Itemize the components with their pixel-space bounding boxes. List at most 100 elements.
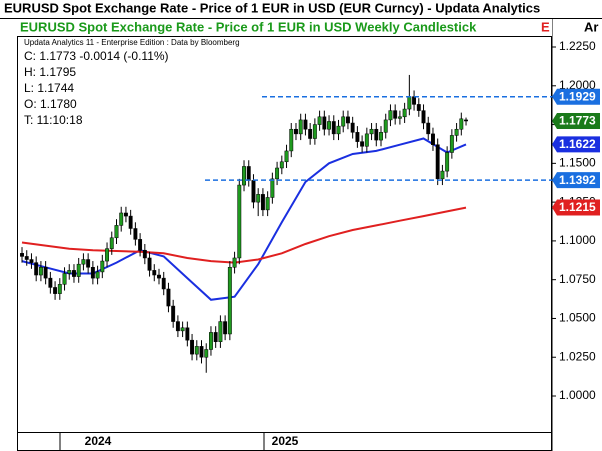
candle-body (194, 346, 199, 355)
y-tick-label: 1.2000 (559, 78, 596, 92)
average-line (21, 206, 467, 264)
candle-body (123, 212, 128, 217)
info-line: H: 1.1795 (24, 65, 76, 79)
candle-body (90, 267, 95, 279)
y-tick-label: 1.0000 (559, 388, 596, 402)
candle-body (421, 110, 426, 124)
price-tag-label: 1.1929 (559, 89, 596, 103)
price-tag-label: 1.1622 (559, 137, 596, 151)
candle-body (29, 259, 34, 263)
candle-body (138, 239, 143, 251)
candle-body (459, 118, 464, 130)
info-line: T: 11:10:18 (24, 113, 83, 127)
candle-body (81, 259, 86, 265)
candle-body (57, 284, 62, 294)
candle-body (360, 141, 365, 147)
candle-body (341, 116, 346, 127)
candle-body (397, 116, 402, 119)
candle-body (133, 228, 138, 240)
candle-body (350, 122, 355, 133)
candle-body (355, 132, 360, 142)
candle-body (223, 321, 228, 335)
candle-body (260, 194, 265, 211)
y-tick-label: 1.0750 (559, 272, 596, 286)
candle-body (256, 194, 261, 203)
source-note: Updata Analytics 11 - Enterprise Edition… (24, 38, 240, 47)
candle-body (43, 267, 48, 279)
candle-body (53, 287, 58, 294)
candle-body (289, 128, 294, 152)
candle-body (213, 332, 218, 342)
candle-body (251, 180, 256, 203)
info-line: L: 1.1744 (24, 81, 74, 95)
candle-body (270, 178, 275, 198)
candle-body (128, 215, 133, 229)
info-line: C: 1.1773 -0.0014 (-0.11%) (24, 49, 169, 63)
candle-body (383, 119, 388, 133)
y-tick-label: 1.1000 (559, 233, 596, 247)
candle-body (345, 116, 350, 124)
candle-body (242, 166, 246, 186)
candle-body (449, 135, 454, 153)
candle-body (114, 225, 119, 239)
corner-mark: E (541, 19, 550, 34)
candle-body (327, 121, 331, 130)
candle-body (284, 150, 289, 163)
candle-body (393, 110, 398, 119)
candle-body (431, 133, 435, 145)
y-tick-label: 1.2250 (559, 39, 596, 53)
candle-body (294, 128, 298, 135)
candle-body (336, 125, 341, 135)
candle-body (331, 121, 336, 135)
price-tag-label: 1.1215 (559, 200, 596, 214)
candle-body (100, 260, 105, 273)
candle-body (218, 321, 223, 342)
candle-body (416, 104, 421, 111)
candle-body (76, 263, 81, 277)
candle-body (303, 119, 308, 130)
candle-body (374, 128, 379, 141)
candle-body (199, 346, 204, 358)
price-tag (552, 136, 600, 153)
corner-mark: Ar (584, 19, 598, 34)
candle-body (246, 166, 251, 181)
subtitle-band (0, 19, 552, 36)
candle-body (147, 257, 152, 271)
candle-body (265, 197, 270, 211)
candle-body (440, 170, 445, 180)
candle-body (402, 108, 407, 118)
candle-body (388, 110, 393, 121)
candle-body (119, 212, 124, 226)
candle-body (166, 288, 171, 307)
candle-body (67, 270, 72, 274)
candle-body (180, 327, 185, 332)
candle-body (435, 144, 440, 180)
candle-body (308, 128, 313, 139)
candle-body (105, 248, 109, 262)
candle-body (317, 116, 322, 125)
candle-body (48, 277, 53, 288)
price-tag (552, 88, 600, 105)
candle-body (364, 133, 369, 147)
candle-body (62, 273, 67, 285)
price-tag-label: 1.1773 (559, 114, 596, 128)
candle-body (109, 237, 114, 249)
candle-body (72, 270, 76, 277)
candle-body (275, 167, 280, 180)
candle-body (142, 249, 147, 259)
candle-body (426, 122, 431, 135)
candle-body (464, 119, 468, 122)
x-year-label: 2024 (85, 434, 112, 448)
candle-body (24, 256, 29, 260)
candle-body (279, 161, 284, 169)
y-tick-label: 1.1500 (559, 156, 596, 170)
candle-body (312, 124, 317, 139)
candle-body (412, 96, 417, 105)
candle-body (237, 184, 242, 259)
info-line: O: 1.1780 (24, 97, 77, 111)
candle-body (454, 128, 459, 136)
candle-body (445, 152, 450, 172)
candle-body (161, 277, 166, 290)
